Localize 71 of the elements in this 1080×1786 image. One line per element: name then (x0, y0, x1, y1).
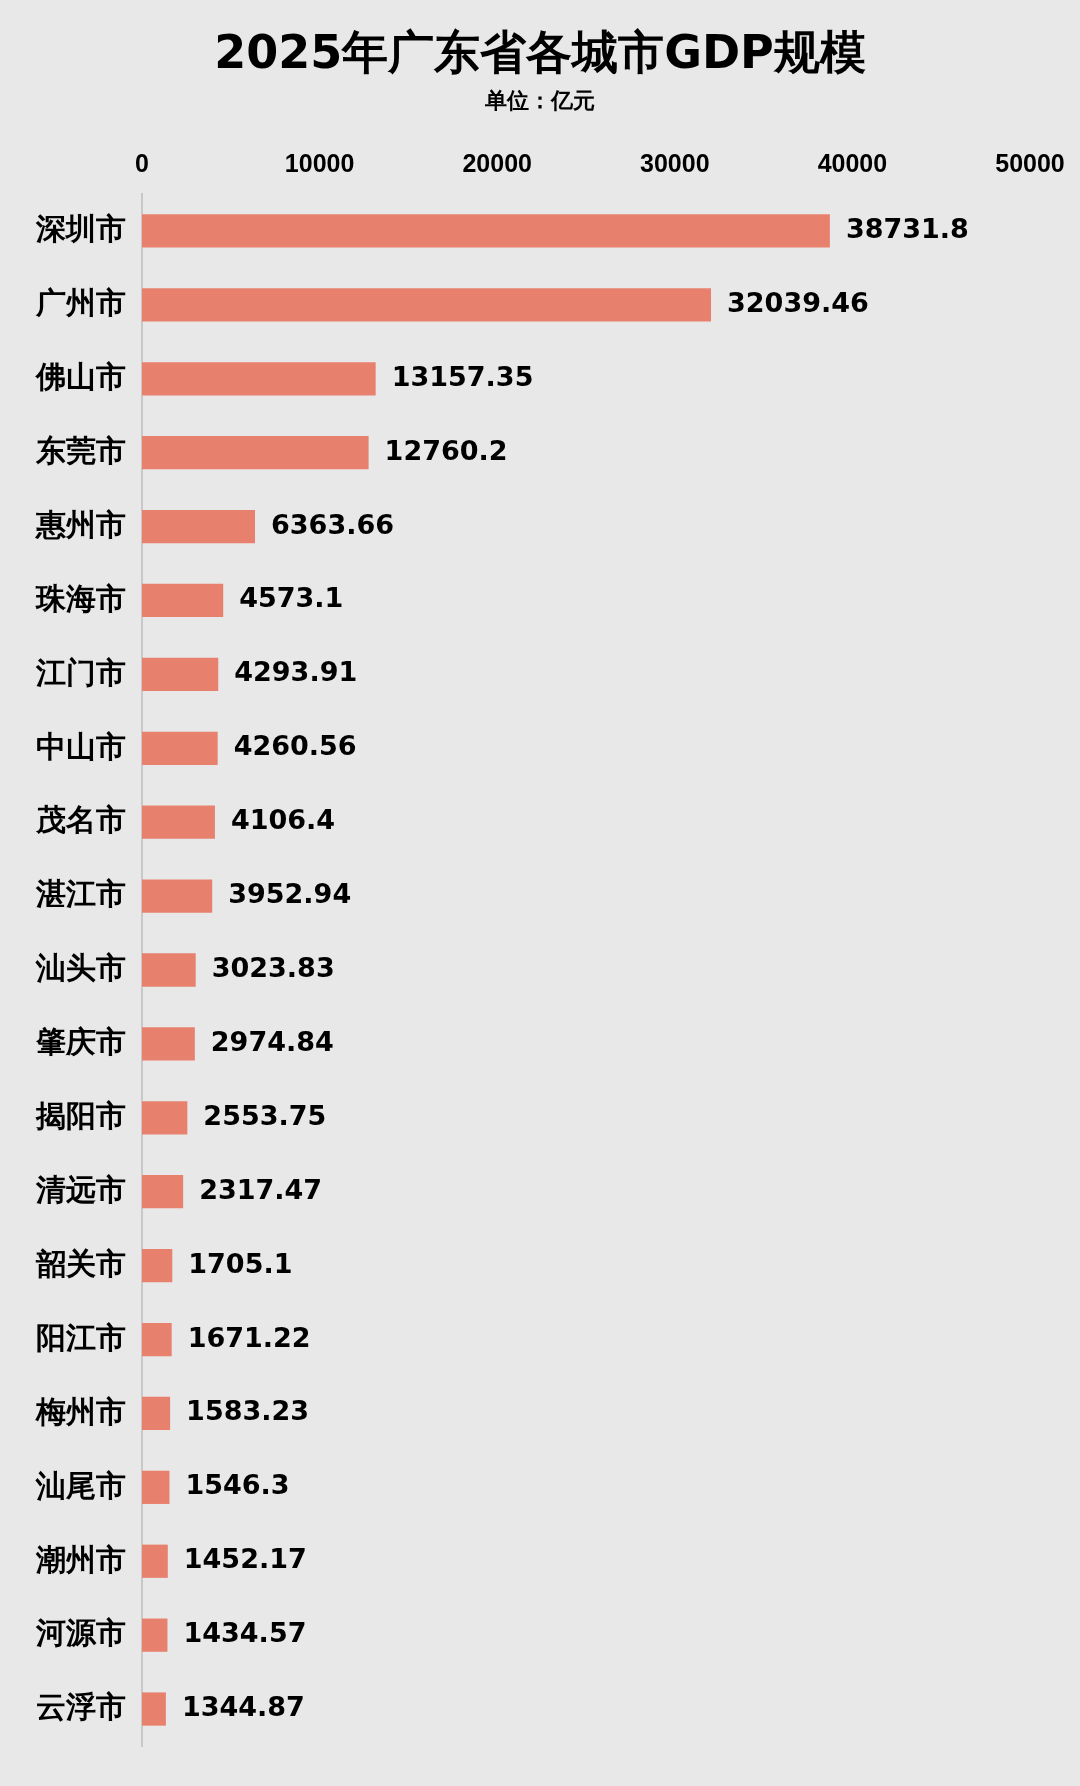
data-label: 4260.56 (233, 730, 357, 762)
y-tick-label: 云浮市 (36, 1690, 126, 1724)
x-tick-label: 30000 (640, 148, 710, 177)
bar (142, 583, 224, 618)
y-tick-label: 中山市 (36, 729, 126, 763)
y-tick-label: 珠海市 (35, 581, 126, 615)
bar (142, 1248, 173, 1283)
y-tick-label: 清远市 (35, 1172, 126, 1206)
data-label: 38731.8 (845, 212, 969, 244)
bar (142, 509, 256, 544)
data-label: 1546.3 (185, 1469, 290, 1501)
bar (142, 1027, 195, 1061)
y-tick-label: 梅州市 (35, 1394, 126, 1428)
data-label: 1452.17 (183, 1543, 307, 1575)
bar (142, 1544, 168, 1578)
y-tick-label: 广州市 (35, 286, 126, 320)
y-tick-label: 阳江市 (36, 1320, 126, 1354)
bar (142, 879, 213, 913)
y-tick-label: 河源市 (35, 1616, 126, 1650)
bar (142, 657, 219, 692)
x-tick-label: 20000 (462, 148, 532, 177)
bar (142, 436, 369, 470)
x-tick-label: 40000 (817, 148, 888, 177)
data-label: 1583.23 (186, 1395, 310, 1427)
data-label: 3023.83 (211, 952, 335, 984)
chart-subtitle: 单位：亿元 (484, 87, 596, 115)
data-label: 3952.94 (228, 878, 352, 910)
y-tick-label: 揭阳市 (35, 1099, 126, 1133)
data-label: 13157.35 (391, 360, 534, 392)
data-label: 2553.75 (203, 1099, 327, 1131)
data-label: 12760.2 (384, 434, 508, 466)
data-label: 4293.91 (234, 656, 358, 688)
chart-title: 2025年广东省各城市GDP规模 (213, 24, 867, 81)
y-tick-label: 惠州市 (34, 507, 126, 541)
data-label: 1344.87 (181, 1691, 305, 1723)
data-label: 6363.66 (271, 508, 394, 540)
bar (142, 1101, 188, 1135)
y-tick-label: 深圳市 (35, 212, 126, 246)
x-tick-label: 10000 (284, 148, 355, 177)
y-tick-label: 湛江市 (35, 877, 126, 911)
bar (142, 1175, 184, 1209)
y-tick-label: 江门市 (35, 655, 126, 689)
y-tick-label: 肇庆市 (35, 1025, 126, 1059)
bar (142, 214, 830, 248)
y-tick-label: 潮州市 (35, 1542, 126, 1576)
data-label: 2974.84 (210, 1025, 334, 1057)
bar (142, 1618, 168, 1652)
bar (142, 1470, 170, 1504)
bar (142, 805, 215, 839)
bar (142, 362, 376, 396)
bar (142, 1396, 171, 1431)
y-tick-label: 茂名市 (35, 803, 126, 837)
x-tick-label: 0 (135, 148, 149, 177)
data-label: 2317.47 (199, 1173, 323, 1205)
bar (142, 731, 218, 765)
data-label: 1671.22 (187, 1321, 311, 1353)
data-label: 4573.1 (239, 582, 344, 614)
y-tick-label: 汕头市 (35, 951, 126, 985)
data-label: 4106.4 (230, 804, 336, 836)
y-tick-label: 东莞市 (35, 433, 126, 467)
bar (142, 1322, 172, 1357)
y-tick-label: 佛山市 (35, 360, 126, 394)
y-tick-label: 汕尾市 (35, 1468, 126, 1502)
y-tick-label: 韶关市 (35, 1246, 126, 1280)
data-label: 32039.46 (727, 286, 869, 318)
bar (142, 288, 712, 322)
bar (142, 1692, 166, 1726)
data-label: 1705.1 (188, 1247, 293, 1279)
x-tick-label: 50000 (995, 148, 1065, 177)
bar (142, 953, 196, 987)
data-label: 1434.57 (183, 1617, 307, 1649)
